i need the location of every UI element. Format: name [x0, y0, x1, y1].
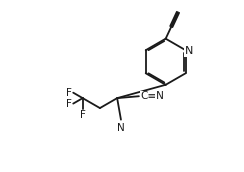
- Text: F: F: [66, 88, 72, 98]
- Text: N: N: [117, 123, 125, 133]
- Text: N: N: [185, 46, 193, 56]
- Text: F: F: [66, 99, 72, 109]
- Text: F: F: [80, 110, 86, 120]
- Text: C≡N: C≡N: [140, 91, 164, 101]
